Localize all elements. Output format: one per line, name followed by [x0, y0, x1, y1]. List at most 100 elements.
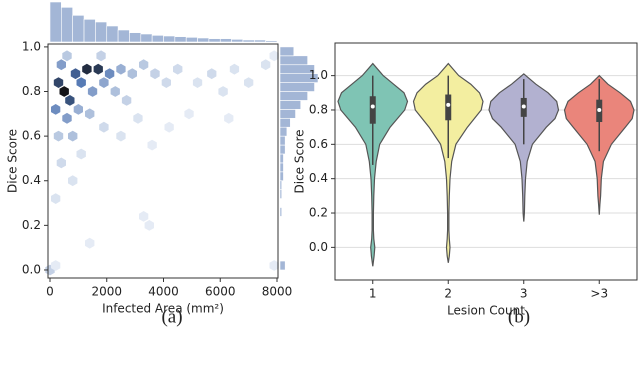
hex-cell — [116, 63, 126, 75]
x-hist-bar — [219, 38, 232, 43]
hex-cell — [121, 95, 132, 106]
x-tick-label: 3 — [520, 287, 528, 301]
hex-cell — [104, 68, 115, 80]
y-hist-bar — [279, 91, 308, 101]
hex-cell — [207, 68, 217, 80]
hex-cell — [62, 50, 72, 62]
hex-cell — [261, 59, 271, 71]
x-tick-label: 2 — [444, 287, 452, 301]
y-hist-bar — [279, 162, 284, 173]
hex-cell — [76, 77, 86, 88]
y-tick-label: 0.0 — [22, 262, 41, 276]
hex-cell — [56, 157, 66, 169]
hex-cell — [65, 95, 75, 106]
hex-cell — [56, 59, 66, 71]
hex-cell — [161, 77, 171, 88]
x-hist-bar — [185, 37, 198, 43]
x-axis-label: Infected Area (mm²) — [102, 302, 224, 316]
hex-cell — [51, 260, 61, 271]
caption: (a) — [161, 306, 182, 327]
x-hist-bar — [72, 15, 85, 43]
violin — [412, 62, 484, 263]
y-hist-bar — [279, 100, 302, 110]
hex-cell — [51, 193, 61, 204]
x-tick-label: 6000 — [205, 285, 236, 299]
y-hist-bar — [279, 46, 295, 57]
y-tick-label: 1.0 — [309, 68, 328, 82]
y-hist-bar — [279, 144, 286, 155]
hex-cell — [53, 130, 64, 142]
hex-cell — [127, 68, 137, 80]
x-hist-bar — [117, 29, 130, 43]
x-hist-bar — [163, 35, 176, 43]
x-hist-bar — [242, 39, 255, 43]
hex-cell — [59, 86, 69, 97]
y-tick-label: 0.6 — [309, 137, 328, 151]
x-hist-bar — [49, 1, 62, 43]
x-tick-label: 8000 — [262, 285, 293, 299]
median — [597, 107, 602, 112]
hex-cell — [229, 63, 240, 75]
y-hist-bar — [279, 153, 284, 164]
x-tick-label: 4000 — [148, 285, 179, 299]
x-hist-bar — [265, 40, 278, 43]
x-hist-bar — [129, 32, 142, 43]
y-axis-label: Dice Score — [293, 130, 307, 194]
y-tick-label: 0.8 — [22, 84, 41, 98]
hex-cell — [192, 77, 203, 88]
hex-cell — [62, 112, 72, 124]
y-axis-label: Dice Score — [6, 129, 20, 193]
x-axis-label: Lesion Count — [447, 304, 525, 318]
y-hist-bar — [279, 189, 283, 199]
hex-cell — [269, 260, 279, 271]
median — [521, 104, 526, 109]
y-hist-bar — [279, 117, 291, 128]
hex-cell — [150, 68, 160, 80]
hex-cell — [116, 130, 126, 142]
hex-cell — [224, 112, 234, 124]
hex-cell — [139, 59, 149, 71]
violin — [488, 73, 560, 222]
x-hist-bar — [106, 25, 119, 43]
x-tick-label: >3 — [590, 287, 608, 301]
x-hist-bar — [197, 37, 210, 43]
y-hist-bar — [279, 55, 308, 66]
hex-cell — [93, 63, 103, 75]
x-hist-bar — [140, 33, 153, 43]
x-hist-bar — [95, 21, 108, 43]
y-tick-label: 0.2 — [22, 218, 41, 232]
x-hist-bar — [61, 7, 73, 43]
iqr-box — [369, 96, 376, 124]
hex-cell — [110, 86, 120, 97]
caption: (b) — [508, 306, 530, 327]
y-hist-bar — [279, 126, 288, 137]
plot-frame — [334, 42, 638, 281]
hex-cell — [99, 121, 109, 133]
hex-cell — [85, 237, 95, 249]
y-tick-label: 1.0 — [22, 39, 41, 53]
x-tick-label: 0 — [46, 285, 54, 299]
y-tick-label: 0.0 — [309, 240, 328, 254]
hex-cell — [144, 220, 154, 231]
hex-cell — [133, 112, 143, 124]
hex-cell — [85, 108, 95, 120]
y-tick-label: 0.4 — [22, 173, 41, 187]
hex-cell — [218, 86, 228, 97]
hex-cell — [73, 104, 83, 115]
y-hist-bar — [279, 109, 296, 119]
median — [370, 104, 375, 109]
x-tick-label: 2000 — [91, 285, 122, 299]
hex-cell — [53, 77, 64, 88]
hex-cell — [87, 86, 98, 97]
hex-cell — [68, 175, 78, 187]
x-hist-bar — [83, 19, 96, 43]
hex-cell — [164, 121, 174, 133]
hex-cell — [68, 130, 78, 142]
y-hist-bar — [279, 260, 286, 271]
x-hist-bar — [151, 35, 164, 43]
hex-cell — [51, 104, 61, 115]
hex-cell — [184, 108, 194, 120]
x-hist-bar — [231, 39, 244, 43]
violin — [337, 62, 409, 267]
